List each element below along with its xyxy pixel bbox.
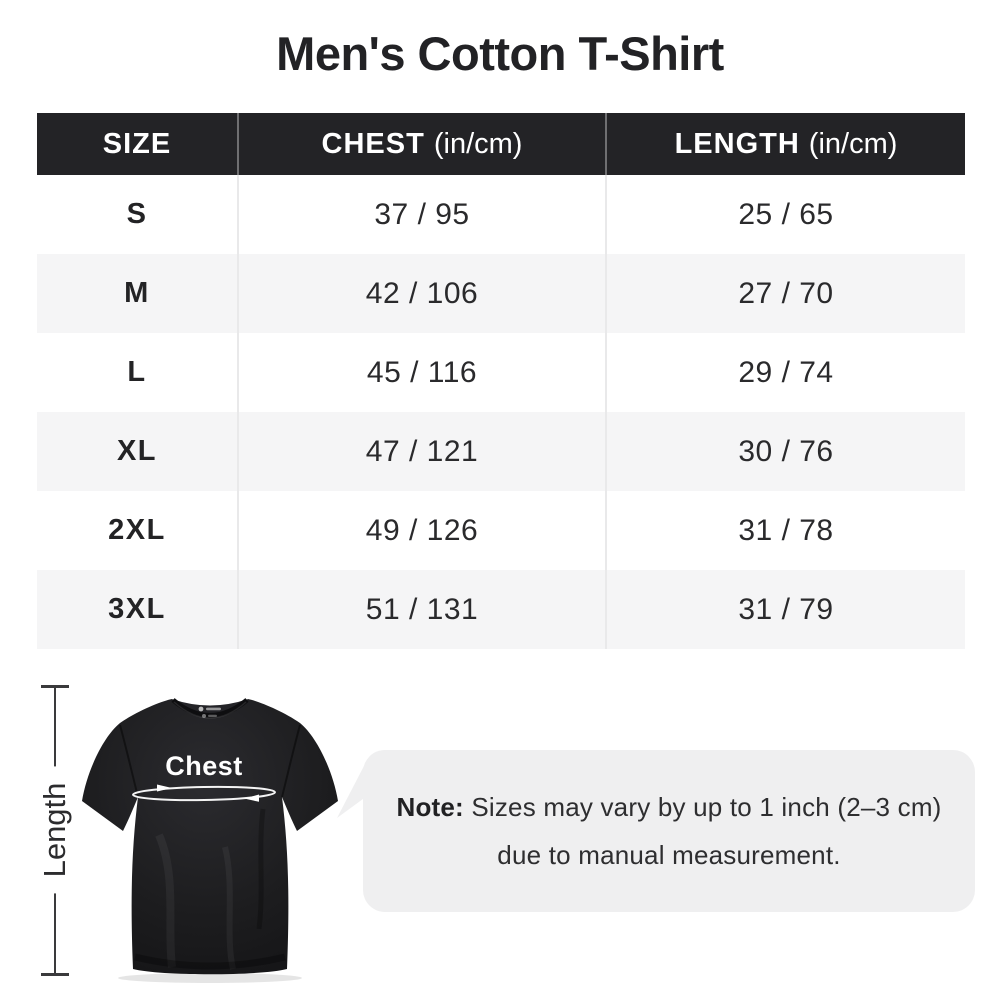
size-cell: M	[124, 277, 150, 309]
fold-line	[256, 808, 266, 930]
header-chest-unit: (in/cm)	[433, 127, 523, 160]
header-length-label: LENGTH	[674, 127, 800, 160]
left-sleeve-seam	[119, 724, 139, 798]
size-cell: 3XL	[108, 593, 166, 625]
hem-shadow	[134, 953, 286, 970]
length-cell: 31 / 78	[605, 491, 965, 570]
table-row-l: L 45 / 116 29 / 74	[37, 333, 965, 412]
note-bold-prefix: Note:	[396, 791, 464, 822]
length-cell: 25 / 65	[605, 175, 965, 254]
table-row-2xl: 2XL 49 / 126 31 / 78	[37, 491, 965, 570]
header-cell-length: LENGTH (in/cm)	[605, 113, 965, 175]
table-row-m: M 42 / 106 27 / 70	[37, 254, 965, 333]
note-bubble: Note: Sizes may vary by up to 1 inch (2–…	[363, 750, 975, 912]
fold-line	[222, 846, 236, 970]
header-cell-size: SIZE	[37, 113, 237, 175]
chest-arrow-left-icon	[244, 794, 259, 802]
length-cell: 27 / 70	[605, 254, 965, 333]
tshirt-silhouette	[82, 699, 338, 975]
shirt-shadow	[118, 973, 302, 983]
chest-cell: 49 / 126	[237, 491, 605, 570]
length-ruler-top-cap	[41, 685, 69, 688]
chest-arrow-right-icon	[157, 784, 172, 792]
chest-cell: 51 / 131	[237, 570, 605, 649]
tshirt-image: Chest	[82, 698, 338, 983]
length-label: Length	[37, 766, 73, 894]
header-chest-label: CHEST	[321, 127, 425, 160]
note-line1-text: Sizes may vary by up to 1 inch (2–3 cm)	[463, 791, 942, 822]
size-cell: 2XL	[108, 514, 166, 546]
header-length-unit: (in/cm)	[808, 127, 898, 160]
page-title: Men's Cotton T-Shirt	[276, 27, 724, 80]
table-row-3xl: 3XL 51 / 131 31 / 79	[37, 570, 965, 649]
size-cell: S	[126, 198, 148, 230]
chest-cell: 37 / 95	[237, 175, 605, 254]
size-cell: XL	[116, 435, 158, 467]
length-ruler-bottom-cap	[41, 973, 69, 976]
chest-cell: 47 / 121	[237, 412, 605, 491]
chest-label: Chest	[165, 751, 243, 781]
note-text-line2: due to manual measurement.	[497, 839, 841, 870]
chest-cell: 42 / 106	[237, 254, 605, 333]
chest-cell: 45 / 116	[237, 333, 605, 412]
size-table-header-row: SIZE CHEST (in/cm) LENGTH (in/cm)	[37, 113, 965, 175]
size-table: SIZE CHEST (in/cm) LENGTH (in/cm) S 37 /…	[37, 113, 965, 649]
size-cell: L	[127, 356, 147, 388]
right-sleeve-seam	[281, 724, 301, 798]
chest-measure-ellipse	[132, 784, 276, 802]
collar-highlight	[173, 701, 247, 719]
fold-line	[155, 833, 176, 968]
note-text-line1: Note: Sizes may vary by up to 1 inch (2–…	[396, 792, 941, 823]
header-cell-chest: CHEST (in/cm)	[237, 113, 605, 175]
table-row-s: S 37 / 95 25 / 65	[37, 175, 965, 254]
length-cell: 30 / 76	[605, 412, 965, 491]
length-cell: 29 / 74	[605, 333, 965, 412]
table-row-xl: XL 47 / 121 30 / 76	[37, 412, 965, 491]
collar-label	[198, 706, 221, 718]
header-size-label: SIZE	[102, 127, 172, 160]
length-cell: 31 / 79	[605, 570, 965, 649]
